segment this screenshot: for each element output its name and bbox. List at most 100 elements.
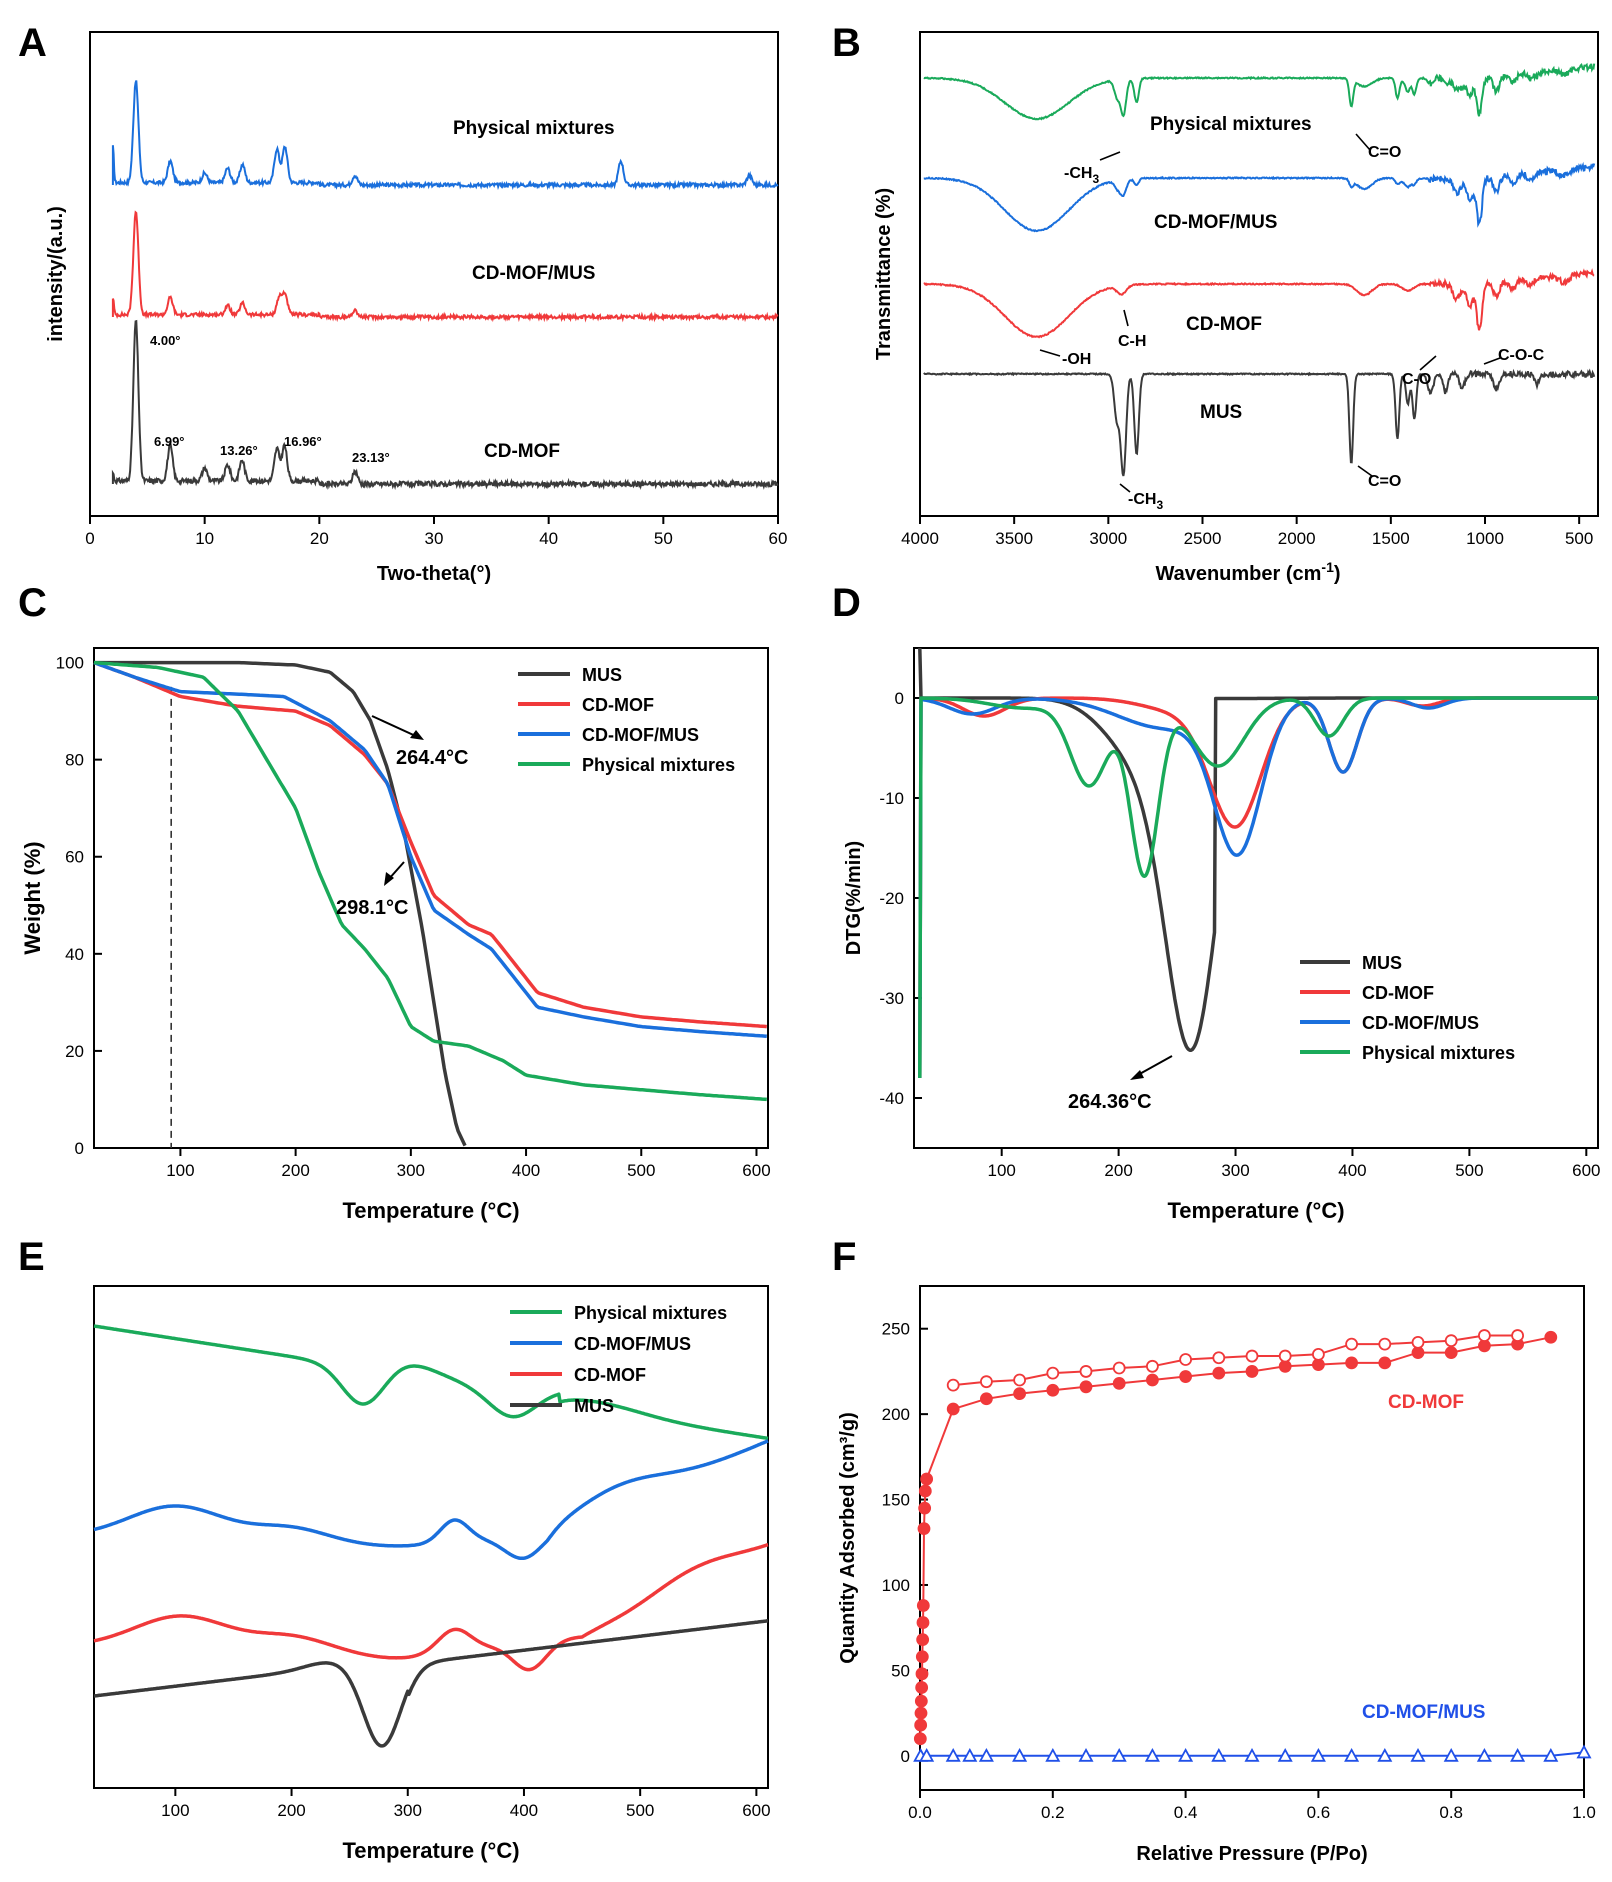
annot-co-top: C=O [1368, 144, 1401, 161]
panel-f-series-cd-mof-mus-point [1443, 1747, 1459, 1762]
panel-b-series-cd-mof [923, 268, 1595, 339]
e-ticklabel-600: 600 [742, 1801, 770, 1820]
panel-d-series-cd-mof-mus [918, 696, 1599, 1079]
panel-c-legend: MUS CD-MOF CD-MOF/MUS Physical mixtures [518, 665, 735, 775]
panel-f-series-cd-mof-point [1544, 1330, 1558, 1344]
panel-f-series-cd-mof-mus-point [1377, 1747, 1393, 1762]
panel-f-series-cd-mof-mus-point [1144, 1747, 1160, 1762]
annot-298-1: 298.1°C [336, 897, 409, 919]
panel-f-series-cd-mof-desorption-point [1079, 1365, 1093, 1378]
panel-f-series-cd-mof-mus-point [1111, 1747, 1127, 1762]
f-ticklabel-0.2: 0.2 [1041, 1803, 1065, 1822]
legend-d-pm: Physical mixtures [1362, 1043, 1515, 1063]
panel-f-series-cd-mof-mus-point [1310, 1747, 1326, 1762]
panel-f-series-cd-mof-desorption-point [1511, 1329, 1524, 1342]
legend-c-mus: MUS [582, 665, 622, 685]
legend-d-cdmof: CD-MOF [1362, 983, 1434, 1003]
panel-f-series-cd-mof-point [1378, 1356, 1392, 1370]
d-yticklabel--10: -10 [879, 789, 904, 808]
panel-f-series-cd-mof-desorption-point [1013, 1373, 1026, 1387]
annot-ch3-bottom: -CH3 [1128, 491, 1163, 512]
panel-c-lines [93, 660, 767, 1147]
panel-f-series-cd-mof-point [914, 1694, 928, 1708]
a-ticklabel-60: 60 [769, 529, 788, 548]
panel-f-series-cd-mof-mus-point [1178, 1747, 1194, 1762]
panel-b-label-cd-mof: CD-MOF [1186, 314, 1262, 335]
panel-letter-a: A [18, 21, 47, 65]
c-yticklabel-60: 60 [65, 848, 84, 867]
panel-f-series-cd-mof-point [980, 1392, 993, 1406]
c-yticklabel-100: 100 [56, 654, 84, 673]
panel-a-ylabel: intensity/(a.u.) [45, 206, 67, 342]
legend-d-cdmofmus: CD-MOF/MUS [1362, 1013, 1479, 1033]
panel-f-series-cd-mof-point [916, 1599, 930, 1612]
panel-f-series-cd-mof-mus-point [1012, 1747, 1028, 1762]
panel-a-x-ticks: 0 10 20 30 40 50 60 [85, 516, 787, 548]
c-yticklabel-40: 40 [65, 945, 84, 964]
annot-264-4: 264.4°C [396, 747, 469, 769]
panel-letter-b: B [832, 21, 861, 65]
panel-f-series-cd-mof-desorption-point [1345, 1337, 1358, 1351]
arrow-coc [1483, 357, 1501, 365]
panel-f-series-cd-mof-desorption-line [953, 1334, 1518, 1387]
f-yticklabel-50: 50 [891, 1661, 910, 1680]
panel-d-legend: MUS CD-MOF CD-MOF/MUS Physical mixtures [1300, 953, 1515, 1063]
panel-f-series-cd-mof-mus-point [962, 1747, 978, 1762]
a-ticklabel-50: 50 [654, 529, 673, 548]
panel-f-series-cd-mof-desorption-point [1378, 1337, 1392, 1351]
panel-f-series-cd-mof-desorption-point [1179, 1353, 1192, 1366]
panel-a-frame [89, 31, 779, 517]
panel-e: 100 200 300 400 500 600 Temperature (°C) Phys… [93, 1285, 771, 1863]
panel-f-series-cd-mof-point [913, 1732, 927, 1746]
panel-d-lines [918, 647, 1599, 1079]
annot-oh: -OH [1062, 351, 1091, 368]
b-ticklabel-3500: 3500 [995, 529, 1033, 548]
panel-f-series-cd-mof-point [920, 1472, 934, 1486]
f-ticklabel-0.0: 0.0 [908, 1803, 932, 1822]
b-ticklabel-2500: 2500 [1184, 529, 1222, 548]
panel-c-series-mus [94, 660, 467, 1147]
panel-b-xlabel-end: ) [1334, 563, 1341, 585]
panel-f-series-cd-mof-point [918, 1484, 932, 1498]
annot-ch3-top-sub: 3 [1092, 172, 1099, 186]
panel-f-series-cd-mof-point [1146, 1373, 1159, 1387]
panel-b-label-mus: MUS [1200, 402, 1242, 423]
annot-ch: C-H [1118, 333, 1146, 350]
panel-f-label-cd-mof: CD-MOF [1388, 1392, 1464, 1413]
panel-f-series-cd-mof-point [917, 1522, 931, 1536]
panel-a-label-cd-mof-mus: CD-MOF/MUS [472, 263, 595, 284]
a-ticklabel-0: 0 [85, 529, 94, 548]
a-ticklabel-20: 20 [310, 529, 329, 548]
panel-b-label-physical-mixtures: Physical mixtures [1150, 114, 1312, 135]
panel-c-ylabel: Weight (%) [20, 841, 45, 954]
d-yticklabel--20: -20 [879, 889, 904, 908]
panel-e-frame [93, 1285, 769, 1789]
panel-d-ylabel: DTG(%/min) [843, 841, 865, 955]
panel-f-series-cd-mof-desorption-point [1112, 1361, 1126, 1375]
panel-b-xlabel-main: Wavenumber (cm [1155, 563, 1321, 585]
panel-f-series-cd-mof-mus-point [1576, 1744, 1592, 1759]
f-yticklabel-250: 250 [882, 1320, 910, 1339]
panel-d-series-physical-mixtures [918, 696, 1599, 1079]
a-ticklabel-40: 40 [539, 529, 558, 548]
panel-f-series-cd-mof-point [916, 1616, 930, 1629]
panel-f-ylabel: Quantity Adsorbed (cm³/g) [837, 1412, 859, 1663]
panel-b-series-mus [923, 368, 1596, 477]
panel-a: 0 10 20 30 40 50 60 Two-theta(°) intensity/(a.… [45, 31, 787, 585]
panel-e-series-physical-mixtures [93, 1324, 769, 1441]
panel-f-series-cd-mof-mus-point [1543, 1747, 1559, 1762]
panel-f-series-cd-mof-desorption-point [1478, 1329, 1491, 1342]
f-yticklabel-0: 0 [901, 1747, 910, 1766]
panel-f-series-cd-mof-desorption-point [946, 1378, 960, 1392]
peak-label-16-96: 16.96° [284, 434, 322, 449]
panel-f-series-cd-mof-point [1444, 1346, 1458, 1360]
panel-f-series-cd-mof-desorption-point [1245, 1349, 1259, 1363]
arrow-ch [1123, 309, 1129, 327]
d-ticklabel-400: 400 [1338, 1161, 1366, 1180]
panel-c-ticks: 100 200 300 400 500 600 0 20 40 60 80 100 [56, 654, 771, 1180]
annot-co: C-O [1402, 371, 1431, 388]
f-ticklabel-0.6: 0.6 [1307, 1803, 1331, 1822]
panel-letter-f: F [832, 1235, 856, 1279]
annot-ch3-top-text: -CH [1064, 165, 1092, 182]
